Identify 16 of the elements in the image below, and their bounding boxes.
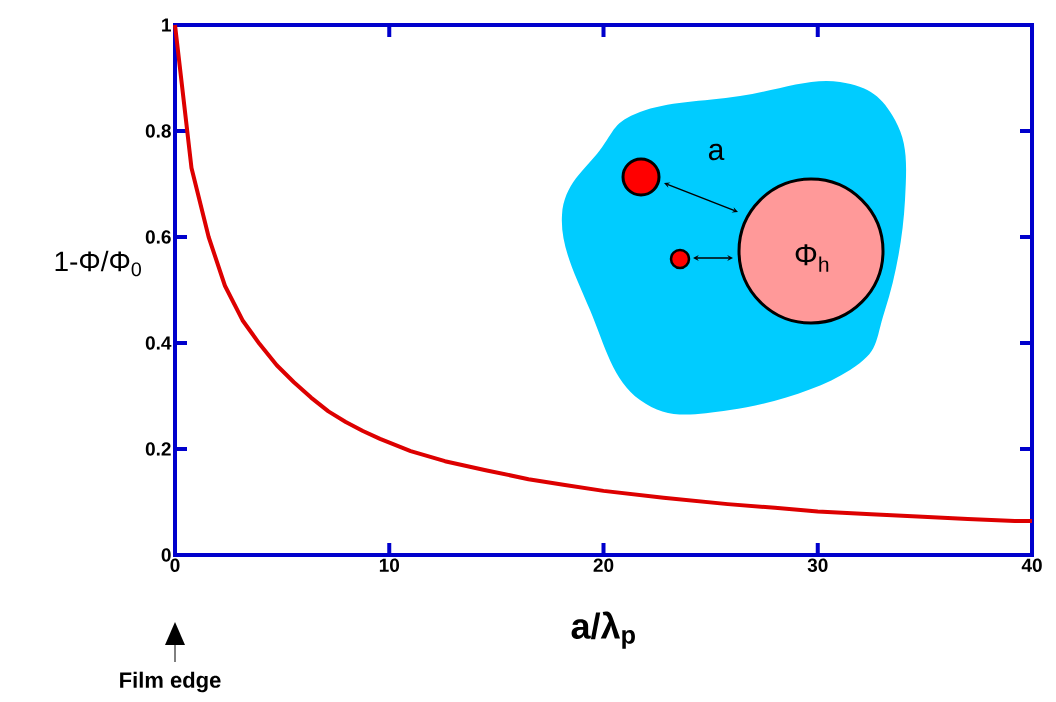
y-tick-label: 0.6 [145, 230, 171, 244]
annotation: Φ$_{h}$ [795, 244, 829, 272]
y-tick-label: 0.4 [145, 336, 172, 350]
x-tick-label: 30 [807, 558, 828, 573]
text: Film edge [120, 671, 221, 693]
y-tick-label: 0.8 [145, 124, 171, 138]
x-tick-label: 40 [1021, 558, 1042, 572]
line-series [173, 23, 1035, 524]
annotation: a [708, 143, 725, 161]
y-tick-label: 1 [162, 18, 171, 32]
y-tick-label: 0 [161, 548, 171, 562]
y-tick-label: 0.2 [145, 442, 171, 456]
x-axis-title: a/λ$_{p}$ [571, 611, 635, 649]
x-tick-label: 10 [379, 558, 400, 572]
y-axis-title: 1-Φ/Φ$_{0}$ [55, 250, 141, 277]
x-tick-label: 20 [593, 558, 614, 572]
